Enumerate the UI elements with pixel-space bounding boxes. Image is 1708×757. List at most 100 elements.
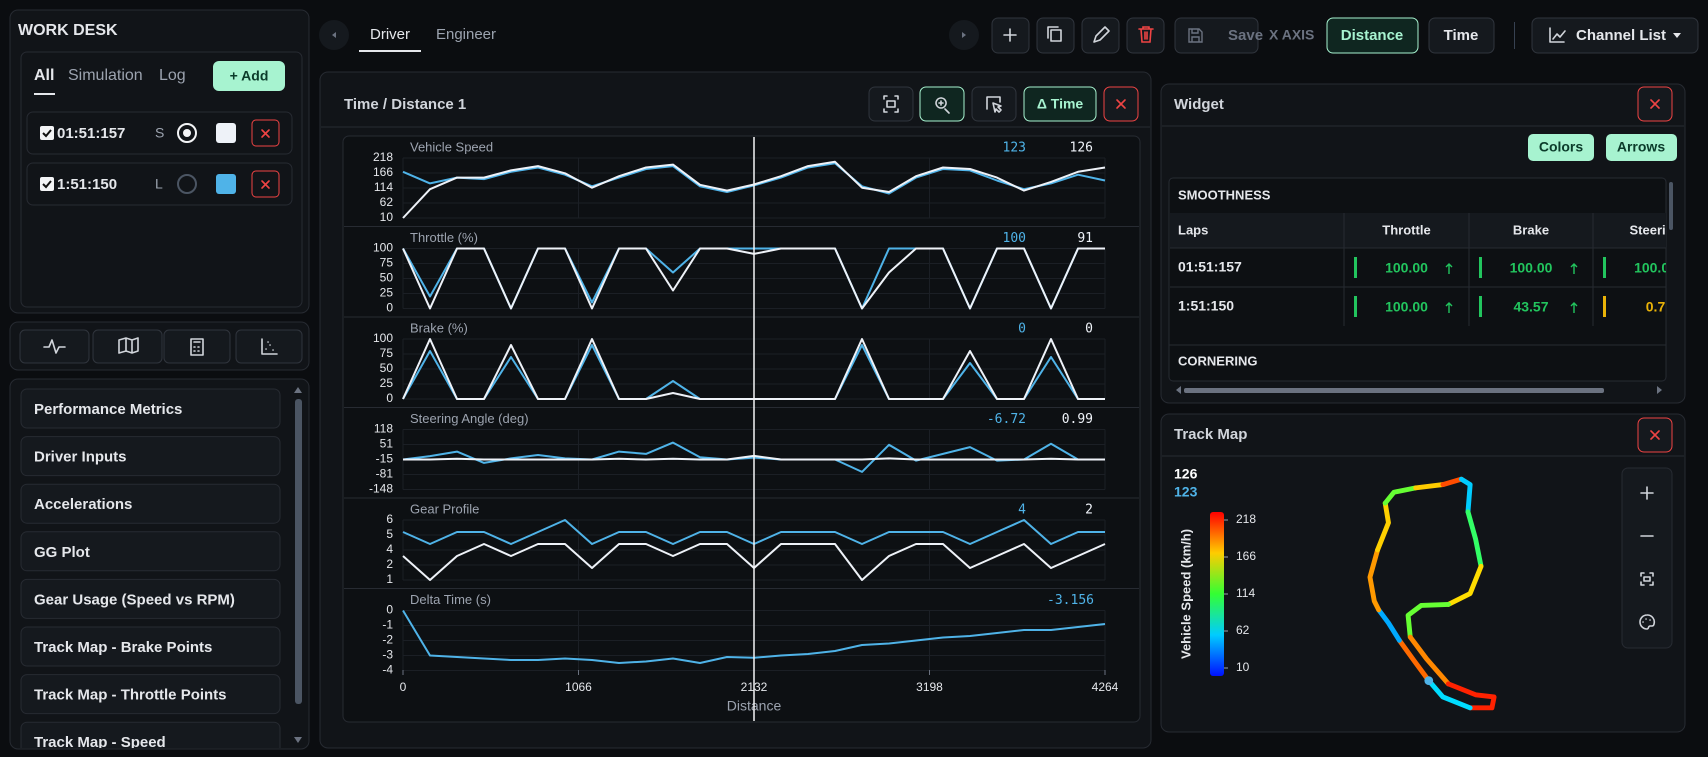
fit-map[interactable]: [1640, 572, 1654, 586]
edit[interactable]: [1081, 17, 1120, 54]
lap-remove[interactable]: [251, 119, 280, 147]
y-tick-label: 0: [386, 301, 393, 315]
lap-cell: 1:51:150: [1178, 298, 1234, 314]
y-tick-label: 114: [374, 180, 393, 194]
tab[interactable]: Driver: [370, 26, 410, 43]
chart-icon: [1549, 27, 1566, 43]
add-button[interactable]: [213, 61, 285, 91]
table-box: [1168, 177, 1667, 382]
score-cell: 43.57: [1513, 299, 1548, 315]
track-segment: [1396, 637, 1432, 684]
y-tick-label: 10: [380, 210, 394, 224]
lap-remove[interactable]: [251, 170, 280, 198]
checkbox[interactable]: [40, 177, 54, 191]
y-tick-label: 75: [380, 256, 394, 270]
list-item[interactable]: [20, 436, 281, 477]
y-tick-label: 2: [386, 557, 393, 571]
list-item[interactable]: [20, 721, 281, 757]
list-item[interactable]: [20, 388, 281, 429]
copy-icon: [1047, 26, 1062, 42]
lap-color[interactable]: [216, 174, 236, 194]
list-item[interactable]: [20, 483, 281, 524]
list-item[interactable]: [20, 531, 281, 572]
radio[interactable]: [177, 123, 197, 143]
tab[interactable]: Log: [159, 67, 186, 84]
colors-button[interactable]: [1528, 134, 1594, 161]
cursor-readout: 100: [1003, 231, 1026, 246]
palette[interactable]: [1639, 614, 1656, 630]
tab[interactable]: All: [34, 67, 54, 84]
arrows-button[interactable]: [1606, 134, 1677, 161]
y-tick-label: 100: [373, 241, 393, 255]
colorbar-tick-label: 218: [1236, 512, 1256, 526]
lap-tag: L: [155, 176, 163, 192]
pulse-icon: [43, 339, 66, 354]
x-axis-label: X AXIS: [1269, 27, 1314, 43]
v-scroll-thumb[interactable]: [1669, 182, 1673, 230]
h-scroll-thumb[interactable]: [1184, 388, 1604, 393]
lap-remove-icon: [261, 129, 270, 138]
list-item[interactable]: [20, 674, 281, 715]
fit-button[interactable]: [868, 86, 914, 122]
workdesk-title: WORK DESK: [18, 22, 118, 39]
channel-title: Steering Angle (deg): [410, 411, 529, 426]
map-readout: 123: [1174, 484, 1198, 500]
close-icon: [1116, 99, 1126, 109]
score-bar: [1479, 257, 1482, 278]
trend-arrow: [1570, 302, 1578, 313]
channel-title: Gear Profile: [410, 501, 479, 516]
list-item-label: Accelerations: [34, 496, 132, 513]
close-icon: [1650, 430, 1660, 440]
tab[interactable]: Simulation: [68, 67, 143, 84]
calc-icon: [190, 338, 204, 356]
zoom-button[interactable]: [919, 86, 965, 122]
section-title: CORNERING: [1178, 353, 1257, 368]
delta-label: Δ Time: [1037, 96, 1084, 112]
score-bar: [1603, 257, 1606, 278]
x-tick-label: 1066: [565, 680, 592, 694]
lap-remove-icon: [261, 180, 270, 189]
channel-title: Brake (%): [410, 320, 468, 335]
lap-box: [20, 51, 303, 308]
checkbox[interactable]: [40, 126, 54, 140]
channel-list-button[interactable]: [1531, 17, 1699, 54]
radio-dot: [183, 129, 191, 137]
lap-label: 1:51:150: [57, 176, 117, 193]
score-cell: 100.00: [1385, 299, 1428, 315]
y-tick-label: -81: [376, 467, 394, 481]
list-item[interactable]: [20, 626, 281, 667]
check: [42, 180, 52, 189]
colorbar: [1210, 512, 1224, 676]
channel-title: Delta Time (s): [410, 592, 491, 607]
save-button[interactable]: [1174, 17, 1259, 54]
tab[interactable]: Engineer: [436, 26, 496, 43]
track-segment: [1445, 681, 1497, 711]
radio[interactable]: [177, 174, 197, 194]
tool-button[interactable]: [163, 329, 231, 364]
x-axis-option[interactable]: [1326, 17, 1419, 54]
cursor-readout: 2: [1085, 503, 1093, 518]
tool-button[interactable]: [92, 329, 163, 364]
copy[interactable]: [1036, 17, 1075, 54]
trend-arrow: [1445, 302, 1453, 313]
cursor-readout: 0: [1085, 322, 1093, 337]
zoom-in[interactable]: [1640, 486, 1654, 500]
separator: [1514, 22, 1515, 49]
list-item[interactable]: [20, 578, 281, 619]
select-icon: [986, 96, 1002, 113]
colorbar-ticks: 218 166 114 62 10: [1224, 512, 1256, 674]
list-item-label: Track Map - Brake Points: [34, 639, 212, 656]
tool-button[interactable]: [235, 329, 303, 364]
lap-row: [26, 111, 293, 155]
y-tick-label: 0: [386, 603, 393, 617]
score-cell: 100.00: [1510, 260, 1553, 276]
delta-button[interactable]: [1023, 86, 1097, 122]
score-bar: [1354, 296, 1357, 317]
scroll-thumb[interactable]: [295, 399, 302, 704]
cursor-readout: 4: [1018, 503, 1026, 518]
x-axis-option[interactable]: [1428, 17, 1495, 54]
lap-color[interactable]: [216, 123, 236, 143]
y-tick-label: -3: [382, 648, 393, 662]
